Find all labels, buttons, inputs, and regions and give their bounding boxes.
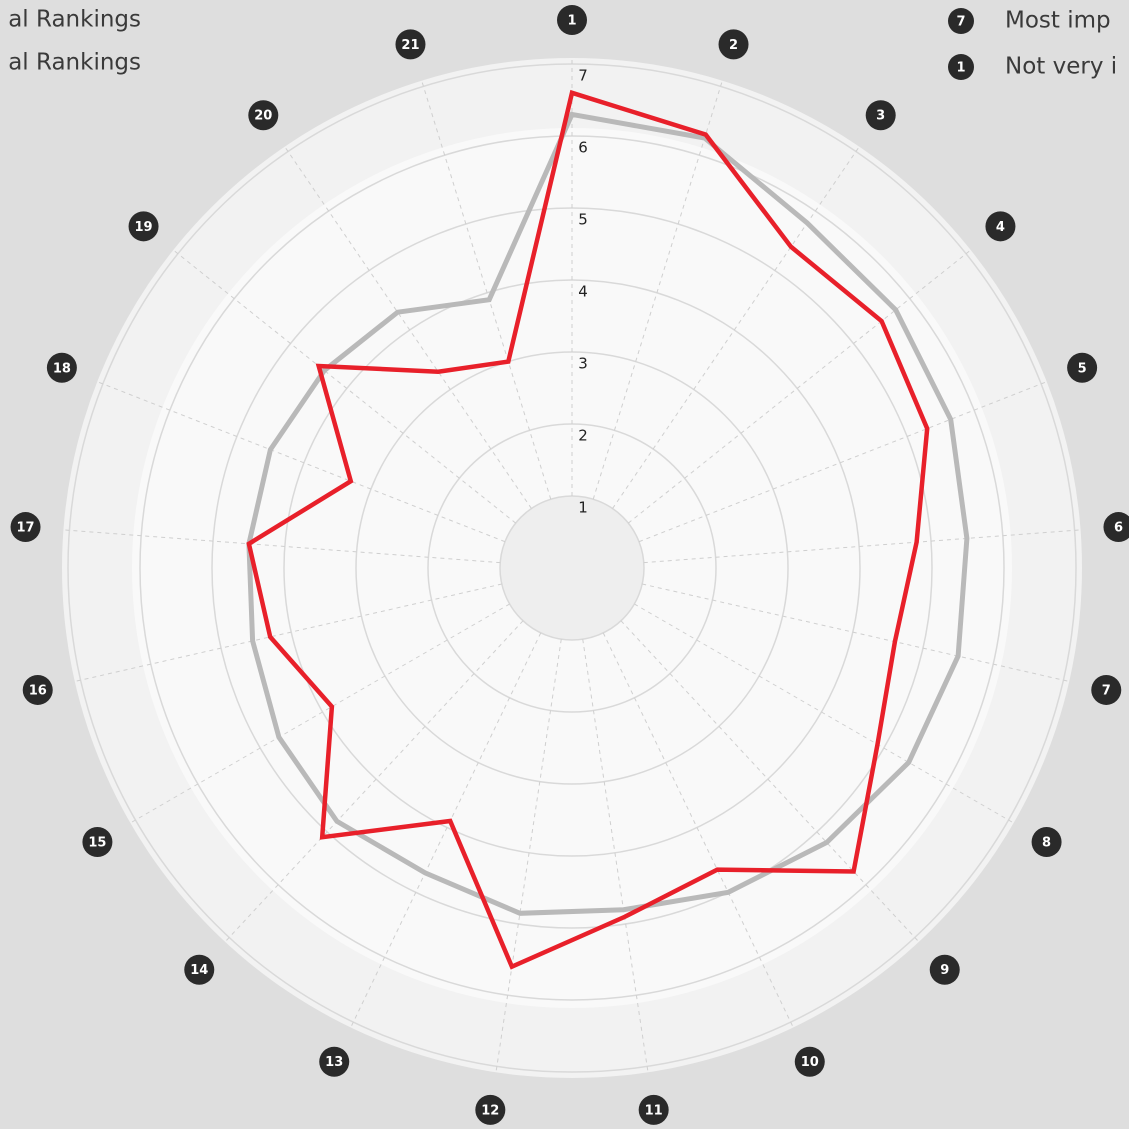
spoke [642, 583, 1070, 682]
axis-label: 12 [481, 1103, 499, 1118]
axis-label: 8 [1042, 836, 1051, 851]
ring-label: 4 [578, 283, 588, 301]
axis-badge [128, 211, 159, 242]
spoke [172, 249, 517, 524]
spoke [350, 632, 542, 1028]
axis-label: 2 [729, 38, 738, 53]
spoke [620, 620, 920, 943]
grid [63, 58, 1081, 1073]
axis-label: 17 [16, 521, 34, 536]
axis-badge [184, 954, 215, 985]
spoke [224, 620, 524, 943]
axis-label: 19 [135, 220, 153, 235]
axis-label: 14 [190, 963, 208, 978]
spoke [592, 80, 723, 500]
spoke [421, 80, 552, 500]
axis-badge [1067, 352, 1098, 383]
axis-badge [794, 1046, 825, 1077]
legend-text: Most imp [1005, 8, 1111, 34]
axis-badge [319, 1046, 350, 1077]
spoke [74, 583, 502, 682]
axis-label: 6 [1114, 521, 1123, 536]
ring-label: 5 [578, 211, 588, 229]
spoke [638, 381, 1047, 543]
axis-badge [985, 211, 1016, 242]
axis-badge [22, 674, 53, 705]
spoke [582, 639, 649, 1073]
axis-badge [557, 5, 587, 35]
series-lines [246, 89, 970, 970]
labels: 1234567123456789101112131415161718192021… [8, 5, 1129, 1125]
axis-badge [248, 100, 279, 131]
spoke [130, 603, 510, 824]
axis-label: 4 [996, 220, 1005, 235]
ring-label: 2 [578, 427, 588, 445]
ring-label: 3 [578, 355, 588, 373]
axis-label: 15 [88, 836, 106, 851]
axis-badge [1091, 674, 1122, 705]
spoke [97, 381, 506, 543]
spoke [612, 146, 860, 509]
axis-label: 5 [1078, 361, 1087, 376]
axis-badge [82, 827, 113, 857]
ring-label: 7 [578, 67, 588, 85]
axis-label: 7 [1102, 683, 1111, 698]
spoke [627, 249, 972, 524]
axis-badge [1031, 827, 1062, 857]
axis-badge [395, 29, 426, 60]
axis-badge [638, 1094, 669, 1125]
axis-badge [475, 1094, 506, 1125]
axis-badge [10, 512, 41, 543]
legend-text: Not very i [1005, 54, 1117, 80]
axis-label: 10 [801, 1055, 819, 1070]
legend-label: al Rankings [8, 50, 141, 76]
axis-badge [929, 954, 960, 985]
ring-label: 6 [578, 139, 588, 157]
axis-label: 13 [325, 1055, 343, 1070]
axis-label: 3 [876, 109, 885, 124]
axis-label: 1 [567, 14, 576, 29]
spoke [495, 639, 562, 1073]
axis-badge [718, 29, 749, 60]
legend-badge-text: 7 [956, 15, 965, 30]
legend-label: al Rankings [8, 7, 141, 33]
axis-badge [865, 100, 896, 131]
axis-badge [1103, 512, 1129, 543]
axis-label: 16 [29, 683, 47, 698]
series-line [246, 111, 970, 916]
axis-label: 11 [645, 1103, 663, 1118]
legend-badge [948, 8, 974, 34]
series-line [246, 89, 930, 970]
legend-badge-text: 1 [956, 61, 965, 76]
axis-label: 9 [940, 963, 949, 978]
spoke [634, 603, 1014, 824]
axis-label: 18 [53, 361, 71, 376]
ring-label: 1 [578, 499, 588, 517]
center-disk [500, 496, 644, 640]
axis-label: 21 [401, 38, 419, 53]
spoke [284, 146, 532, 509]
spoke [602, 632, 794, 1028]
legend-badge [948, 54, 974, 80]
spoke [643, 529, 1081, 564]
axis-label: 20 [254, 109, 272, 124]
spoke [63, 529, 501, 564]
axis-badge [46, 352, 77, 383]
